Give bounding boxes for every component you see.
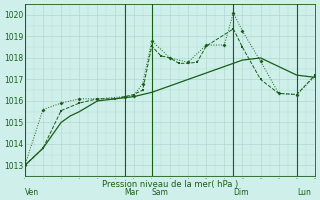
X-axis label: Pression niveau de la mer( hPa ): Pression niveau de la mer( hPa ) [102, 180, 238, 189]
Text: Mar: Mar [124, 188, 139, 197]
Text: Sam: Sam [152, 188, 169, 197]
Text: Ven: Ven [25, 188, 39, 197]
Text: Dim: Dim [233, 188, 249, 197]
Text: Lun: Lun [297, 188, 311, 197]
